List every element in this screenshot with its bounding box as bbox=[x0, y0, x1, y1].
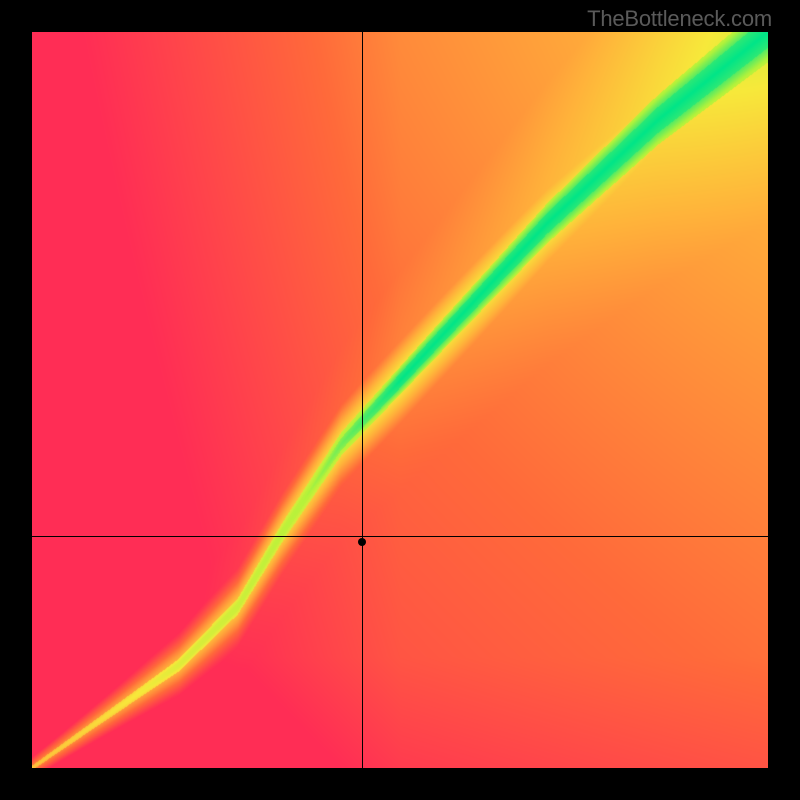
crosshair-vertical bbox=[362, 32, 363, 768]
heatmap-plot bbox=[32, 32, 768, 768]
watermark-text: TheBottleneck.com bbox=[587, 6, 772, 32]
marker-dot bbox=[358, 538, 366, 546]
crosshair-horizontal bbox=[32, 536, 768, 537]
heatmap-canvas bbox=[32, 32, 768, 768]
